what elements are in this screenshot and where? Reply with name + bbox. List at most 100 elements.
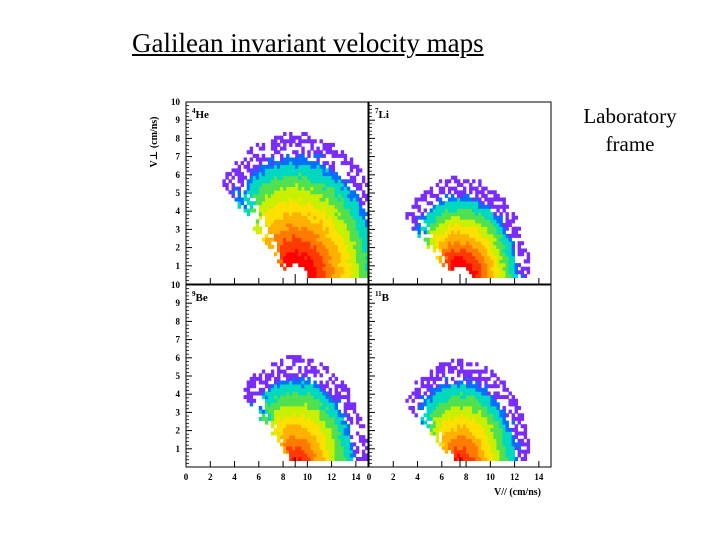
heat-cell xyxy=(261,369,266,374)
heat-cell xyxy=(319,380,323,385)
heat-cell xyxy=(295,355,299,360)
heat-cell xyxy=(325,369,329,374)
heat-cell xyxy=(274,252,278,257)
heat-cell xyxy=(481,391,485,396)
heat-cell xyxy=(355,416,360,421)
heat-cell xyxy=(355,252,360,257)
heat-cell xyxy=(484,380,488,385)
heat-cell xyxy=(493,402,497,407)
heat-cell xyxy=(487,208,491,213)
heat-cell xyxy=(249,146,254,151)
heat-cell xyxy=(411,398,415,403)
heat-cell xyxy=(496,453,500,458)
heat-cell xyxy=(286,442,290,447)
heat-cell xyxy=(255,376,260,381)
heat-cell xyxy=(460,190,464,195)
heat-cell xyxy=(328,395,332,400)
heat-cell xyxy=(514,409,518,414)
heat-cell xyxy=(249,376,254,381)
heat-cell xyxy=(487,219,491,224)
heat-cell xyxy=(484,402,488,407)
heat-cell xyxy=(298,230,302,235)
heat-cell xyxy=(270,369,275,374)
heat-cell xyxy=(274,190,278,195)
heat-cell xyxy=(264,183,269,187)
heat-cell xyxy=(466,237,470,242)
heat-cell xyxy=(289,175,293,180)
heat-cell xyxy=(438,255,443,260)
heat-cell xyxy=(478,457,482,461)
heat-cell xyxy=(310,395,314,400)
heat-cell xyxy=(432,241,437,246)
heat-cell xyxy=(502,230,506,235)
heat-cell xyxy=(423,193,427,198)
heat-cell xyxy=(469,431,473,436)
heat-cell xyxy=(240,197,244,202)
heat-cell xyxy=(328,175,332,180)
heat-cell xyxy=(340,424,345,429)
heat-cell xyxy=(343,431,348,436)
heat-cell xyxy=(453,190,458,195)
heat-cell xyxy=(280,263,284,268)
heat-cell xyxy=(343,449,348,454)
heat-cell xyxy=(450,204,455,209)
heat-cell xyxy=(280,230,284,235)
heat-cell xyxy=(361,263,366,268)
heat-cell xyxy=(298,208,302,213)
heat-cell xyxy=(423,398,427,403)
heat-cell xyxy=(460,431,464,436)
heat-cell xyxy=(450,449,455,454)
heat-cell xyxy=(496,420,500,425)
heat-cell xyxy=(267,413,272,418)
heat-cell xyxy=(444,219,449,224)
heat-cell xyxy=(301,398,305,403)
heat-cell xyxy=(450,366,455,370)
heat-cell xyxy=(298,438,302,443)
heat-cell xyxy=(466,380,470,385)
heat-cell xyxy=(319,186,323,191)
heat-cell xyxy=(322,153,326,158)
heat-cell xyxy=(472,215,476,220)
heat-cell xyxy=(274,380,278,385)
heat-cell xyxy=(270,208,275,213)
heat-cell xyxy=(319,252,323,257)
heat-cell xyxy=(447,186,452,191)
heat-cell xyxy=(493,197,497,202)
heat-cell xyxy=(346,255,351,260)
heat-cell xyxy=(487,438,491,443)
heat-cell xyxy=(307,172,311,177)
heat-cell xyxy=(337,270,342,275)
heat-cell xyxy=(463,219,467,224)
heat-cell xyxy=(319,395,323,400)
heat-cell xyxy=(487,201,491,206)
heat-cell xyxy=(444,248,449,253)
heat-cell xyxy=(438,186,443,191)
heat-cell xyxy=(499,259,503,264)
heat-cell xyxy=(447,369,452,374)
heat-cell xyxy=(337,449,342,454)
heat-cell xyxy=(438,204,443,209)
heat-cell xyxy=(469,237,473,242)
heat-cell xyxy=(460,406,464,410)
heat-cell xyxy=(505,263,509,268)
heat-cell xyxy=(292,226,296,231)
heat-cell xyxy=(277,406,281,410)
heat-cell xyxy=(466,453,470,458)
heat-cell xyxy=(447,208,452,213)
heat-cell xyxy=(457,230,461,235)
heat-cell xyxy=(365,270,369,275)
heat-cell xyxy=(508,442,512,447)
heat-cell xyxy=(313,366,317,370)
heat-cell xyxy=(355,233,360,238)
heat-cell xyxy=(316,416,320,421)
heat-cell xyxy=(340,442,345,447)
heat-cell xyxy=(499,457,503,461)
heat-cell xyxy=(457,193,461,198)
heat-cell xyxy=(307,204,311,209)
heat-cell xyxy=(280,255,284,260)
heat-cell xyxy=(301,376,305,381)
heat-cell xyxy=(319,175,323,180)
heatmap-cells xyxy=(243,355,369,461)
heat-cell xyxy=(490,259,494,264)
heat-cell xyxy=(475,252,479,257)
